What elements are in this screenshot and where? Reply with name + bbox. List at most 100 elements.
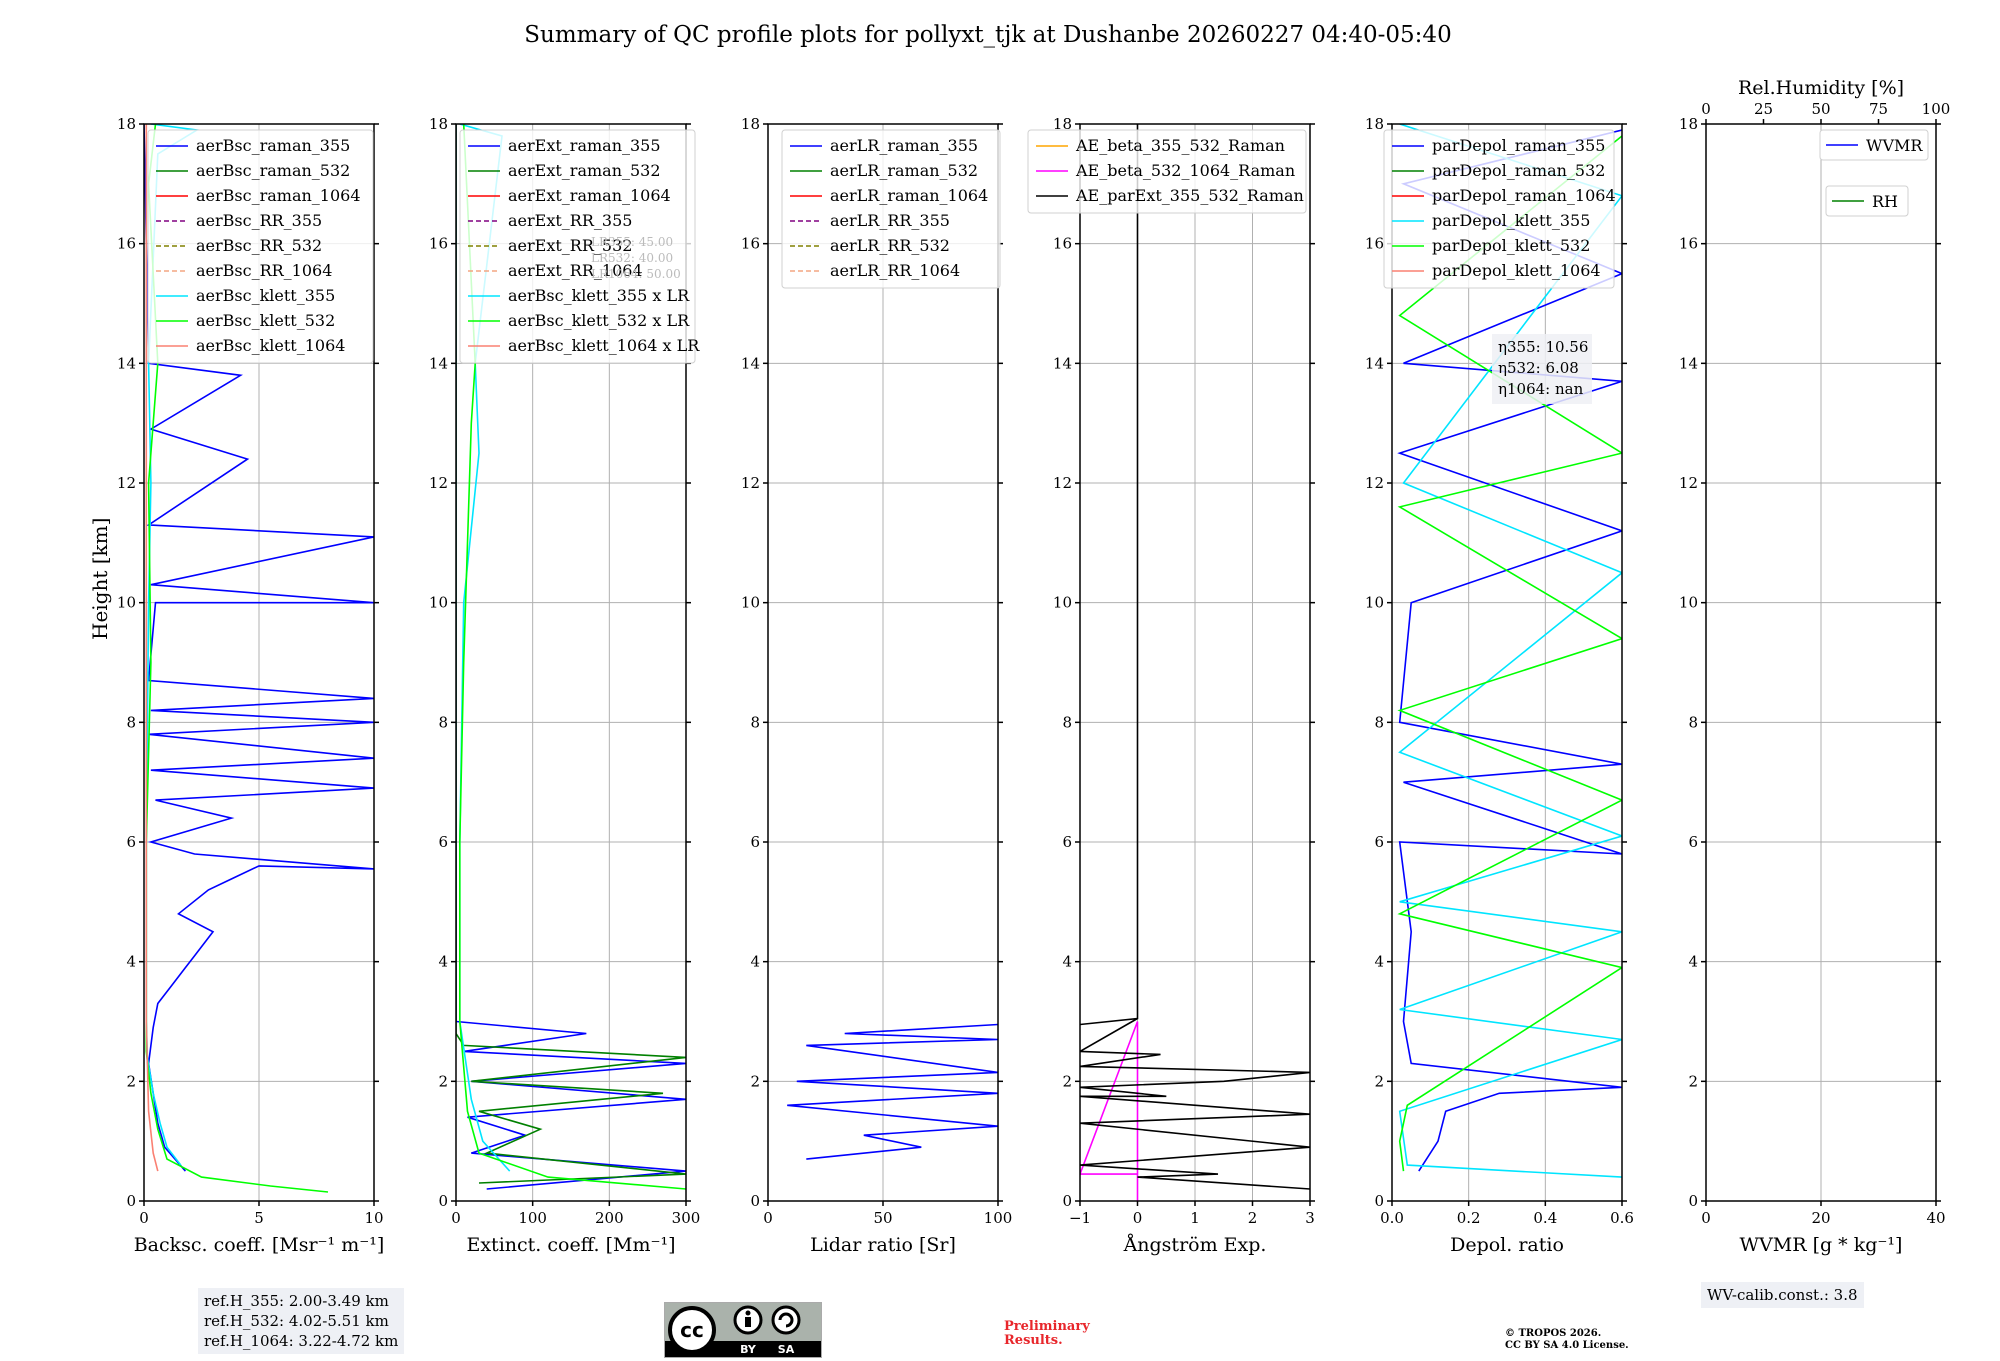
x-axis-label: Backsc. coeff. [Msr⁻¹ m⁻¹] <box>134 1234 385 1256</box>
top-x-tick-label: 75 <box>1869 100 1888 118</box>
legend-label: parDepol_klett_355 <box>1432 211 1590 230</box>
legend-label: aerBsc_raman_532 <box>196 161 350 180</box>
legend-label: aerLR_RR_1064 <box>830 261 960 280</box>
x-tick-label: 40 <box>1926 1209 1945 1227</box>
lr-note: LR1064: 50.00 <box>591 267 681 281</box>
copyright-line-2: CC BY SA 4.0 License. <box>1505 1340 1629 1351</box>
y-tick-label: 8 <box>1062 713 1072 731</box>
y-tick-label: 16 <box>1679 235 1698 253</box>
legend-label: aerBsc_klett_1064 x LR <box>508 336 700 355</box>
x-tick-label: 0 <box>1701 1209 1711 1227</box>
y-tick-label: 6 <box>438 833 448 851</box>
y-axis-label: Height [km] <box>88 517 112 640</box>
legend-label: aerBsc_raman_355 <box>196 136 350 155</box>
panel-ext: 0 2 4 6 8 10 12 14 16 18 0 100 200 300 Extinct. coeff.… <box>429 115 700 1256</box>
legend-label: aerLR_raman_355 <box>830 136 978 155</box>
series-aerLR_raman_355 <box>787 1023 998 1160</box>
legend-label: aerBsc_RR_532 <box>196 236 322 255</box>
y-tick-label: 2 <box>1062 1072 1072 1090</box>
y-tick-label: 12 <box>1053 474 1072 492</box>
legend-label: AE_parExt_355_532_Raman <box>1075 186 1304 205</box>
legend-label: AE_beta_355_532_Raman <box>1075 136 1285 155</box>
ref-height-355: ref.H_355: 2.00-3.49 km <box>204 1292 389 1310</box>
y-tick-label: 12 <box>1679 474 1698 492</box>
series-aerBsc_klett_532 x LR <box>459 124 686 1190</box>
legend-label: aerBsc_klett_355 <box>196 286 335 305</box>
y-tick-label: 2 <box>750 1072 760 1090</box>
y-tick-label: 10 <box>1053 594 1072 612</box>
y-tick-label: 4 <box>126 953 136 971</box>
series-aerExt_raman_355 <box>456 124 686 1190</box>
y-tick-label: 4 <box>1688 953 1698 971</box>
legend-label: aerLR_raman_1064 <box>830 186 988 205</box>
series-parDepol_raman_355 <box>1397 129 1622 1172</box>
y-tick-label: 14 <box>1365 354 1384 372</box>
legend-box <box>781 129 1001 289</box>
lr-note: LR355: 45.00 <box>591 235 673 249</box>
axes-frame <box>455 123 687 1202</box>
x-tick-label: 0 <box>1133 1209 1143 1227</box>
legend-label: aerBsc_raman_1064 <box>196 186 361 205</box>
y-tick-label: 4 <box>1062 953 1072 971</box>
y-tick-label: 14 <box>429 354 448 372</box>
series-AE_parExt_355_532_Raman <box>1080 124 1310 1190</box>
y-tick-label: 12 <box>741 474 760 492</box>
x-tick-label: 0.0 <box>1380 1209 1404 1227</box>
by-text: BY <box>740 1343 757 1356</box>
x-tick-label: 20 <box>1811 1209 1830 1227</box>
x-tick-label: 5 <box>254 1209 264 1227</box>
y-tick-label: 2 <box>438 1072 448 1090</box>
y-tick-label: 10 <box>1365 594 1384 612</box>
eta-note: η1064: nan <box>1498 380 1584 398</box>
legend-label: aerLR_RR_532 <box>830 236 950 255</box>
legend-label: aerLR_raman_532 <box>830 161 978 180</box>
y-tick-label: 16 <box>1053 235 1072 253</box>
eta-note: η532: 6.08 <box>1498 359 1579 377</box>
top-x-tick-label: 100 <box>1922 100 1951 118</box>
y-tick-label: 18 <box>1365 115 1384 133</box>
legend-box-rh <box>1825 185 1909 217</box>
y-tick-label: 0 <box>1062 1192 1072 1210</box>
figure-title: Summary of QC profile plots for pollyxt_… <box>524 22 1452 48</box>
y-tick-label: 0 <box>1374 1192 1384 1210</box>
x-tick-label: 0 <box>451 1209 461 1227</box>
x-tick-label: 0 <box>763 1209 773 1227</box>
y-tick-label: 14 <box>741 354 760 372</box>
legend-box <box>459 129 696 364</box>
y-tick-label: 4 <box>750 953 760 971</box>
y-tick-label: 8 <box>126 713 136 731</box>
ref-height-532: ref.H_532: 4.02-5.51 km <box>204 1312 389 1330</box>
x-axis-label: Depol. ratio <box>1450 1234 1564 1256</box>
x-tick-label: 100 <box>984 1209 1013 1227</box>
legend-box-wvmr <box>1819 129 1929 161</box>
top-x-tick-label: 50 <box>1811 100 1830 118</box>
eta-box <box>1492 334 1592 404</box>
series-aerBsc_klett_1064 <box>145 124 159 1172</box>
panel-depol: 0 2 4 6 8 10 12 14 16 18 0.0 0.2 0.4 0.6 Depol. ratio p… <box>1365 115 1634 1256</box>
y-tick-label: 16 <box>429 235 448 253</box>
y-tick-label: 0 <box>750 1192 760 1210</box>
y-tick-label: 18 <box>1679 115 1698 133</box>
legend-label: RH <box>1872 192 1898 211</box>
y-tick-label: 4 <box>1374 953 1384 971</box>
y-tick-label: 14 <box>1053 354 1072 372</box>
series-aerBsc_raman_355 <box>144 124 374 1172</box>
y-tick-label: 8 <box>438 713 448 731</box>
legend-label: aerLR_RR_355 <box>830 211 950 230</box>
x-tick-label: 200 <box>595 1209 624 1227</box>
series-AE_beta_532_1064_Raman <box>1080 1021 1139 1201</box>
legend-label: aerExt_RR_1064 <box>508 261 643 280</box>
ref-height-1064: ref.H_1064: 3.22-4.72 km <box>204 1332 399 1350</box>
y-tick-label: 12 <box>1365 474 1384 492</box>
cc-text: cc <box>680 1318 704 1342</box>
legend-label: aerBsc_klett_355 x LR <box>508 286 690 305</box>
y-tick-label: 8 <box>1688 713 1698 731</box>
legend-label: aerBsc_klett_532 <box>196 311 335 330</box>
lr-note: LR532: 40.00 <box>591 251 673 265</box>
y-tick-label: 0 <box>1688 1192 1698 1210</box>
legend-label: aerBsc_klett_1064 <box>196 336 345 355</box>
y-tick-label: 0 <box>438 1192 448 1210</box>
y-tick-label: 18 <box>429 115 448 133</box>
preliminary-line-2: Results. <box>1004 1333 1063 1348</box>
series-parDepol_klett_355 <box>1398 124 1622 1178</box>
